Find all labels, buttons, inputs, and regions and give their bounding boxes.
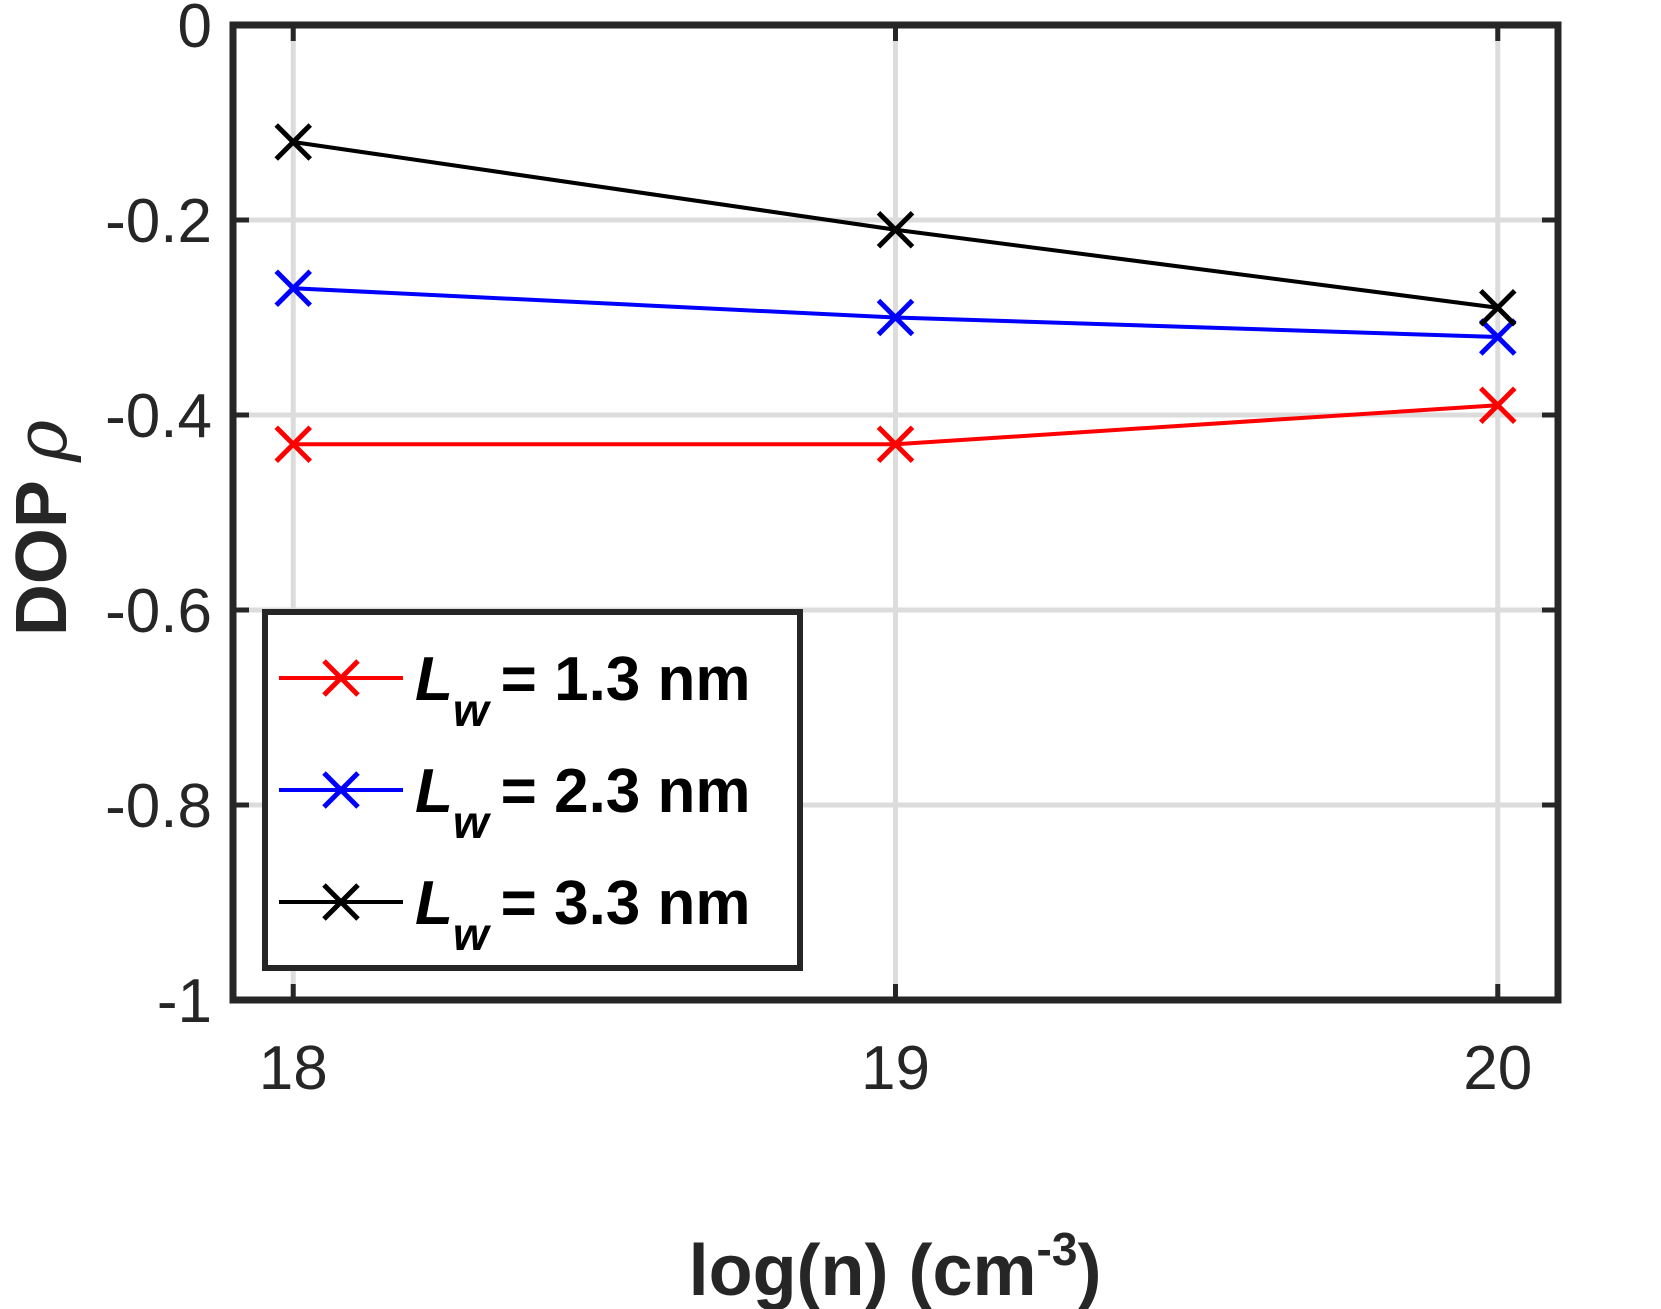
x-tick-label: 19 bbox=[861, 1034, 930, 1103]
legend-swatch-marker bbox=[322, 659, 360, 697]
y-tick-label: -0.4 bbox=[105, 382, 212, 451]
series-3-point bbox=[876, 210, 915, 249]
x-tick-label: 20 bbox=[1463, 1034, 1532, 1103]
legend-label: Lw = 3.3 nm bbox=[415, 869, 751, 960]
legend-entry: Lw = 3.3 nm bbox=[279, 869, 751, 960]
series-2-point bbox=[876, 298, 915, 337]
y-tick-label: -1 bbox=[157, 967, 212, 1036]
legend-label: Lw = 1.3 nm bbox=[415, 645, 751, 736]
series-1-point bbox=[274, 425, 312, 464]
y-tick-label: -0.6 bbox=[105, 577, 212, 646]
series-2-point bbox=[1479, 318, 1517, 356]
tick-marks bbox=[233, 22, 1558, 1003]
series-layer bbox=[274, 123, 1517, 464]
legend-entry: Lw = 1.3 nm bbox=[279, 645, 751, 736]
series-3-point bbox=[274, 123, 312, 161]
series-1-point bbox=[1479, 386, 1517, 425]
legend-entry: Lw = 2.3 nm bbox=[279, 757, 751, 848]
legend-label: Lw = 2.3 nm bbox=[415, 757, 751, 848]
y-axis-title: DOPρ bbox=[0, 420, 83, 636]
series-1-point bbox=[876, 425, 915, 464]
x-tick-labels: 18 19 20 bbox=[259, 1034, 1533, 1103]
y-tick-label: -0.8 bbox=[105, 772, 212, 841]
y-tick-label: 0 bbox=[178, 0, 212, 61]
x-tick-label: 18 bbox=[259, 1034, 328, 1103]
y-tick-label: -0.2 bbox=[105, 187, 212, 256]
legend-swatch-marker bbox=[322, 771, 360, 809]
legend-swatch-marker bbox=[322, 883, 360, 921]
series-2-point bbox=[274, 269, 312, 308]
legend: Lw = 1.3 nm Lw = 2.3 nm Lw = 3.3 nm bbox=[262, 609, 803, 971]
y-tick-labels: 0 -0.2 -0.4 -0.6 -0.8 -1 bbox=[105, 0, 212, 1036]
series-3-point bbox=[1479, 288, 1517, 327]
x-axis-title: log(n) (cm-3) bbox=[689, 1223, 1102, 1309]
